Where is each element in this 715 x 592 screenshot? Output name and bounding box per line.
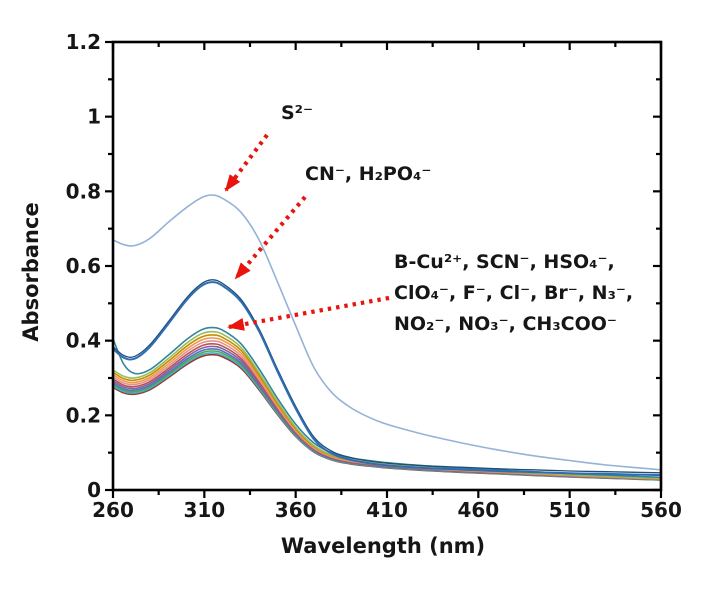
curve-H₂PO₄⁻ bbox=[112, 279, 662, 474]
y-tick-label: 0.8 bbox=[66, 179, 101, 203]
curve-Br⁻ bbox=[112, 345, 662, 481]
curve-Cl⁻ bbox=[112, 343, 662, 480]
curve-N₃⁻ bbox=[112, 348, 662, 481]
annotation-bundle-line-3: NO₂⁻, NO₃⁻, CH₃COO⁻ bbox=[394, 313, 617, 335]
arrow-to-cn-peak bbox=[234, 195, 307, 280]
arrow-to-bundle-peak bbox=[227, 295, 390, 331]
x-tick-label: 460 bbox=[457, 498, 499, 522]
arrow-to-s2-peak bbox=[224, 133, 269, 192]
y-tick-label: 0.2 bbox=[66, 403, 101, 427]
x-tick-label: 560 bbox=[640, 498, 682, 522]
x-tick-label: 260 bbox=[92, 498, 134, 522]
annotation-bundle-line-2: ClO₄⁻, F⁻, Cl⁻, Br⁻, N₃⁻, bbox=[394, 282, 634, 304]
curve-CN⁻ bbox=[112, 281, 662, 477]
curve-F⁻ bbox=[112, 340, 662, 480]
x-tick-label: 410 bbox=[366, 498, 408, 522]
curve-NO₂⁻ bbox=[112, 350, 662, 481]
x-tick-label: 360 bbox=[275, 498, 317, 522]
annotation-s2-label: S²⁻ bbox=[281, 102, 314, 124]
curve-S²⁻ bbox=[112, 194, 662, 471]
x-axis-title: Wavelength (nm) bbox=[280, 534, 486, 558]
curve-B-Cu²⁺ bbox=[112, 326, 662, 479]
y-axis-title: Absorbance bbox=[19, 202, 43, 342]
x-tick-label: 510 bbox=[549, 498, 591, 522]
y-tick-label: 0.6 bbox=[66, 254, 101, 278]
annotation-cn-h2po4-label: CN⁻, H₂PO₄⁻ bbox=[305, 163, 432, 185]
y-tick-label: 1 bbox=[87, 105, 101, 129]
y-tick-label: 1.2 bbox=[66, 30, 101, 54]
curve-NO₃⁻ bbox=[112, 352, 662, 481]
y-tick-label: 0.4 bbox=[66, 329, 101, 353]
x-tick-label: 310 bbox=[183, 498, 225, 522]
annotation-bundle-line-1: B-Cu²⁺, SCN⁻, HSO₄⁻, bbox=[394, 251, 615, 273]
annotation-anion-bundle-label: B-Cu²⁺, SCN⁻, HSO₄⁻, ClO₄⁻, F⁻, Cl⁻, Br⁻… bbox=[394, 247, 633, 340]
y-tick-label: 0 bbox=[87, 478, 101, 502]
